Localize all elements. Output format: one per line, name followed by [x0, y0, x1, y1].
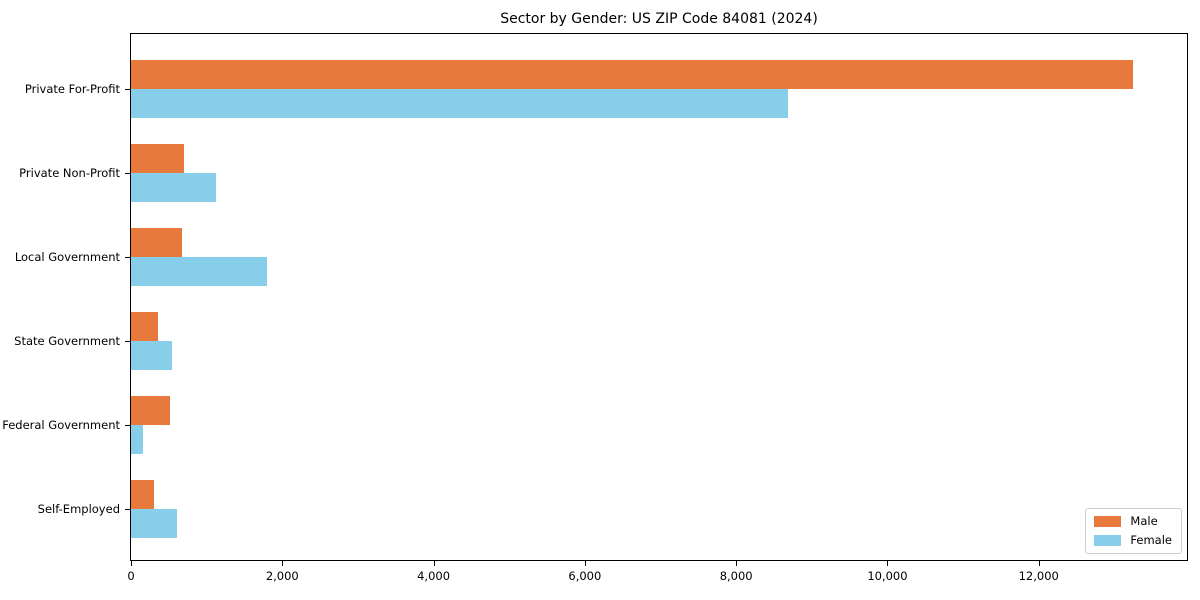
bar-female-private-for-profit — [131, 88, 789, 118]
bar-female-federal-government — [131, 424, 144, 454]
y-tick-mark — [125, 256, 130, 258]
plot-area: Male Female — [130, 33, 1188, 561]
y-tick-label-state-government: State Government — [14, 333, 120, 348]
x-tick-label-12000: 12,000 — [1018, 569, 1059, 583]
y-tick-mark — [125, 340, 130, 342]
x-tick-mark — [433, 561, 435, 566]
legend: Male Female — [1085, 508, 1182, 554]
y-tick-label-private-for-profit: Private For-Profit — [24, 81, 120, 96]
legend-label-male: Male — [1130, 514, 1158, 528]
female-swatch-icon — [1094, 535, 1122, 546]
bar-male-local-government — [131, 227, 182, 257]
bar-male-self-employed — [131, 480, 154, 509]
bar-female-self-employed — [131, 509, 178, 538]
x-tick-label-10000: 10,000 — [867, 569, 908, 583]
y-tick-mark — [125, 172, 130, 174]
y-tick-mark — [125, 88, 130, 90]
x-tick-mark — [1038, 561, 1040, 566]
bar-male-private-for-profit — [131, 59, 1134, 89]
y-tick-mark — [125, 509, 130, 510]
y-tick-label-federal-government: Federal Government — [2, 417, 120, 432]
y-tick-label-private-non-profit: Private Non-Profit — [19, 165, 120, 180]
x-tick-label-4000: 4,000 — [417, 569, 451, 583]
x-tick-label-8000: 8,000 — [719, 569, 753, 583]
legend-item-female: Female — [1094, 534, 1172, 547]
bar-male-federal-government — [131, 395, 170, 425]
bar-female-state-government — [131, 340, 172, 370]
legend-label-female: Female — [1130, 533, 1172, 547]
bar-female-private-non-profit — [131, 172, 217, 202]
y-tick-label-self-employed: Self-Employed — [37, 502, 120, 516]
x-tick-label-6000: 6,000 — [568, 569, 602, 583]
bar-male-private-non-profit — [131, 143, 184, 173]
x-tick-mark — [584, 561, 586, 566]
chart-title: Sector by Gender: US ZIP Code 84081 (202… — [500, 11, 818, 27]
male-swatch-icon — [1094, 516, 1122, 527]
x-tick-mark — [887, 561, 889, 566]
y-tick-mark — [125, 424, 130, 426]
x-tick-label-2000: 2,000 — [265, 569, 299, 583]
legend-item-male: Male — [1094, 515, 1172, 528]
x-tick-label-0: 0 — [127, 569, 135, 583]
x-tick-mark — [131, 561, 132, 566]
bar-male-state-government — [131, 311, 159, 341]
bar-female-local-government — [131, 256, 268, 286]
y-tick-label-local-government: Local Government — [14, 249, 120, 264]
x-tick-mark — [736, 561, 738, 566]
x-tick-mark — [282, 561, 284, 566]
